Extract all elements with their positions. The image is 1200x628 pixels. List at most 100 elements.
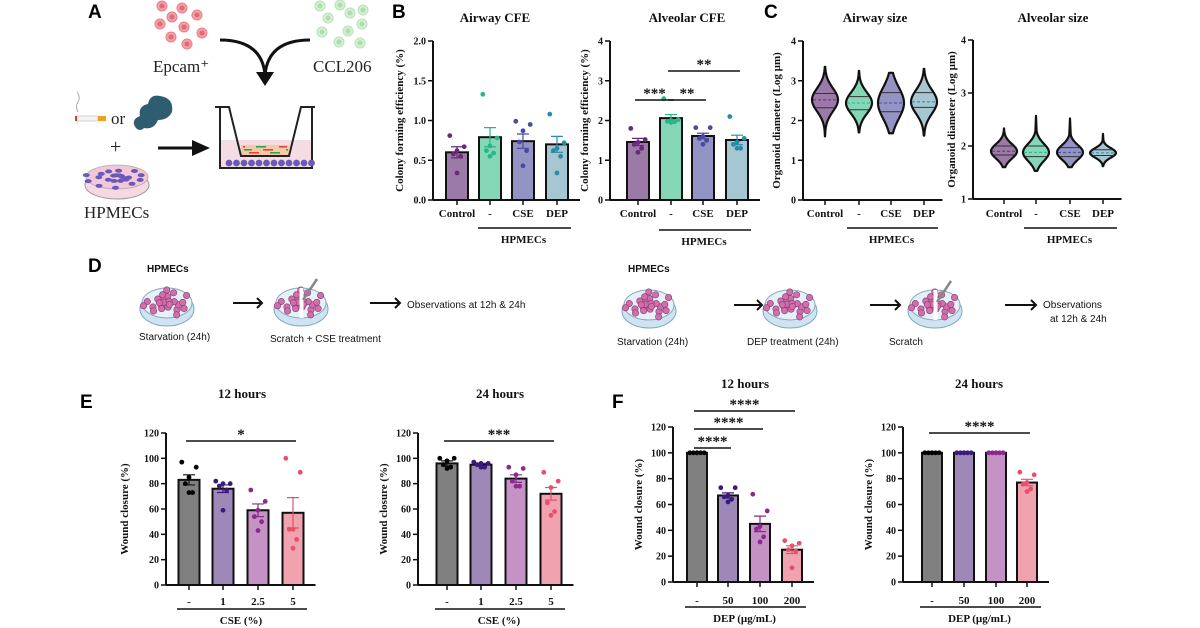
error-bar xyxy=(517,133,529,149)
transwell-insert-icon xyxy=(215,106,315,169)
data-point xyxy=(693,125,699,131)
y-tick-label: 80 xyxy=(886,474,896,485)
data-point xyxy=(704,137,709,143)
group-label: HPMECs xyxy=(869,234,915,246)
y-axis-label: Organoid diameter (Log µm) xyxy=(771,52,783,189)
data-point xyxy=(297,469,303,475)
group-label: DEP (µg/mL) xyxy=(948,613,1011,625)
diagram-d xyxy=(139,278,1038,329)
epcam-label: Epcam⁺ xyxy=(153,57,210,76)
data-point xyxy=(734,139,740,145)
data-point xyxy=(248,487,254,493)
bar xyxy=(749,522,771,583)
x-tick-label: 50 xyxy=(959,595,971,607)
data-point xyxy=(554,145,560,151)
panel-label-a: A xyxy=(88,2,102,23)
data-point xyxy=(1017,469,1023,475)
y-axis-label: Wound closure (%) xyxy=(863,458,875,550)
data-point xyxy=(700,134,706,139)
bar xyxy=(953,451,975,584)
group-label: DEP (µg/mL) xyxy=(713,613,776,625)
x-tick-label: - xyxy=(1034,208,1038,220)
data-point xyxy=(475,462,480,468)
data-point xyxy=(506,464,512,470)
merge-arrow-icon xyxy=(219,38,311,76)
error-bar xyxy=(754,515,766,533)
y-tick-label: 40 xyxy=(656,526,666,537)
data-point xyxy=(441,462,446,468)
x-tick-label: 50 xyxy=(723,595,735,607)
data-point xyxy=(628,126,634,131)
panel-label-e: E xyxy=(80,392,93,413)
data-point xyxy=(764,508,770,514)
data-point xyxy=(458,153,463,159)
data-point xyxy=(700,141,706,147)
y-tick-label: 3 xyxy=(791,76,796,87)
y-tick-label: 60 xyxy=(149,505,159,516)
significance-label: ** xyxy=(697,57,712,73)
data-point xyxy=(451,455,457,461)
significance-label: **** xyxy=(714,415,744,431)
data-point xyxy=(520,466,526,471)
group-label: CSE (%) xyxy=(478,615,521,627)
y-axis-label: Colony forming efficiency (%) xyxy=(394,49,406,192)
y-tick-label: 20 xyxy=(656,552,666,563)
data-point xyxy=(259,519,264,525)
x-tick-label: 1 xyxy=(220,596,226,608)
x-tick-label: 5 xyxy=(290,596,296,608)
data-point xyxy=(993,450,999,456)
data-point xyxy=(454,170,460,176)
data-point xyxy=(754,526,759,532)
data-point xyxy=(782,538,788,544)
data-point xyxy=(732,485,738,491)
data-point xyxy=(687,450,693,456)
y-tick-label: 0 xyxy=(661,578,666,589)
violin xyxy=(844,69,874,134)
d-right-step1: Starvation (24h) xyxy=(617,337,689,348)
significance-label: **** xyxy=(965,419,995,435)
data-point xyxy=(707,125,713,131)
data-point xyxy=(1021,481,1026,487)
data-point xyxy=(965,450,970,456)
ccl206-cells-icon xyxy=(314,0,369,49)
data-point xyxy=(551,148,556,154)
data-point xyxy=(213,478,219,484)
data-point xyxy=(554,170,560,176)
group-label: HPMECs xyxy=(681,236,727,248)
data-point xyxy=(183,481,188,487)
data-point xyxy=(1024,489,1030,494)
data-point xyxy=(491,150,496,156)
bar xyxy=(659,117,683,201)
data-point xyxy=(478,461,484,466)
data-point xyxy=(701,450,707,456)
y-tick-label: 100 xyxy=(651,448,666,459)
data-point xyxy=(527,122,533,127)
x-tick-label: 200 xyxy=(784,595,801,607)
x-tick-label: - xyxy=(187,596,191,608)
y-tick-label: 0.0 xyxy=(414,196,427,207)
data-point xyxy=(444,458,450,464)
data-point xyxy=(741,135,747,141)
data-point xyxy=(789,565,795,571)
significance-label: ** xyxy=(680,86,695,102)
data-point xyxy=(734,145,740,151)
data-point xyxy=(294,537,299,542)
bar xyxy=(717,494,739,584)
significance-label: *** xyxy=(488,427,511,443)
group-label: CSE (%) xyxy=(220,615,263,627)
hpmec-dish-icon xyxy=(82,164,150,200)
panel-label-f: F xyxy=(612,392,624,413)
data-point xyxy=(437,455,443,461)
x-tick-label: DEP xyxy=(546,208,568,220)
data-point xyxy=(224,487,230,493)
data-point xyxy=(227,481,233,487)
data-point xyxy=(548,512,554,518)
y-tick-label: 1 xyxy=(961,195,966,206)
arrow-head-icon xyxy=(192,140,210,156)
data-point xyxy=(990,450,995,456)
data-point xyxy=(186,490,192,495)
y-tick-label: 0 xyxy=(791,196,796,207)
x-tick-label: 200 xyxy=(1019,595,1036,607)
data-point xyxy=(447,133,453,139)
